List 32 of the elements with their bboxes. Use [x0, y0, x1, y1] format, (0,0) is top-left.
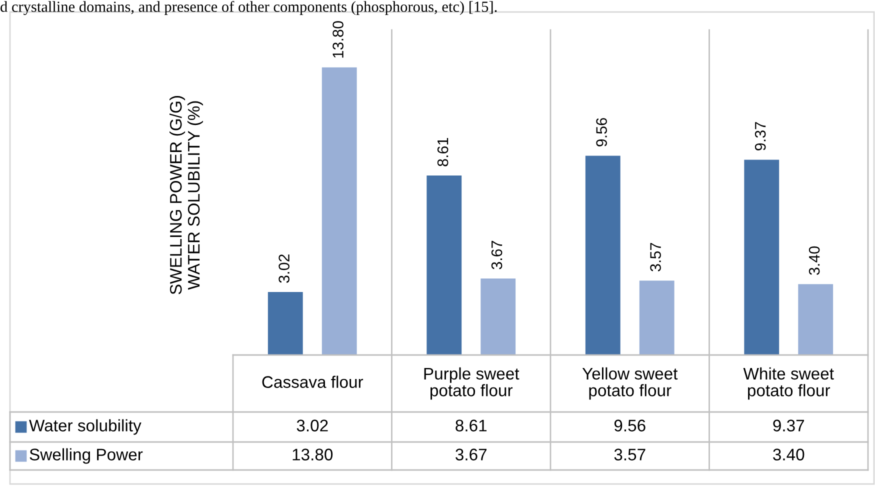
data-label: 3.02 — [296, 420, 328, 432]
legend-label: Water solubility — [29, 419, 142, 435]
bar — [798, 284, 834, 355]
text: d crystalline domains, and presence of other components (phosphorous, etc) [15]. — [0, 1, 497, 16]
text: 3.57 — [650, 243, 661, 272]
bar — [268, 292, 303, 355]
data-label: 3.40 — [773, 448, 804, 460]
bar — [322, 67, 357, 355]
x-tick-label: Purple sweet potato flour — [424, 367, 520, 400]
data-label: 9.56 — [614, 420, 646, 432]
bar — [744, 160, 780, 355]
text: 3.02 — [278, 254, 290, 283]
x-tick-label: Yellow sweet potato flour — [582, 367, 678, 400]
text: 9.37 — [754, 122, 766, 150]
text: 13.80 — [332, 21, 344, 58]
text: 3.40 — [808, 246, 820, 275]
legend-label: Swelling Power — [30, 448, 143, 464]
data-label: 13.80 — [292, 448, 333, 460]
bar — [585, 156, 620, 355]
text: 8.61 — [437, 138, 448, 166]
bar — [426, 176, 462, 355]
data-label: 3.57 — [614, 448, 646, 460]
x-tick-label: White sweet potato flour — [743, 367, 834, 400]
y-axis-title: SWELLING POWER (G/G) WATER SOLUBILITY (%) — [170, 96, 203, 294]
bar — [639, 280, 674, 355]
data-label: 3.67 — [456, 448, 487, 460]
data-label: 9.37 — [773, 420, 804, 432]
text: 9.56 — [596, 118, 607, 146]
text: 3.67 — [491, 240, 502, 270]
x-tick-label: Cassava flour — [262, 376, 364, 388]
data-label: 8.61 — [456, 420, 487, 432]
bar — [480, 278, 516, 355]
